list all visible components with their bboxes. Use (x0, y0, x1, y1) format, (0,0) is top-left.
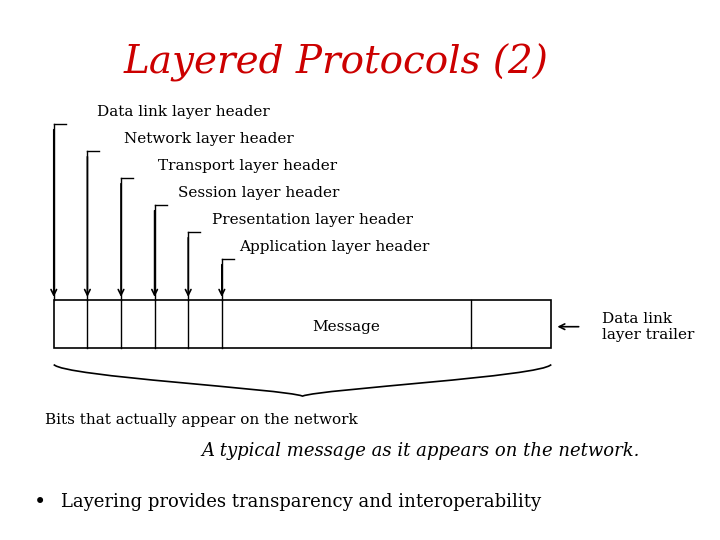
Text: Layering provides transparency and interoperability: Layering provides transparency and inter… (60, 493, 541, 511)
Text: Message: Message (312, 320, 380, 334)
Text: Presentation layer header: Presentation layer header (212, 213, 413, 227)
Text: Transport layer header: Transport layer header (158, 159, 337, 173)
Text: •: • (35, 492, 47, 512)
Text: Session layer header: Session layer header (178, 186, 340, 200)
Text: Data link layer header: Data link layer header (97, 105, 270, 119)
Text: A typical message as it appears on the network.: A typical message as it appears on the n… (202, 442, 640, 460)
Text: Layered Protocols (2): Layered Protocols (2) (124, 43, 549, 82)
Text: Application layer header: Application layer header (238, 240, 429, 254)
Text: Network layer header: Network layer header (125, 132, 294, 146)
Text: Bits that actually appear on the network: Bits that actually appear on the network (45, 413, 358, 427)
Text: Data link
layer trailer: Data link layer trailer (602, 312, 694, 342)
FancyBboxPatch shape (54, 300, 552, 348)
